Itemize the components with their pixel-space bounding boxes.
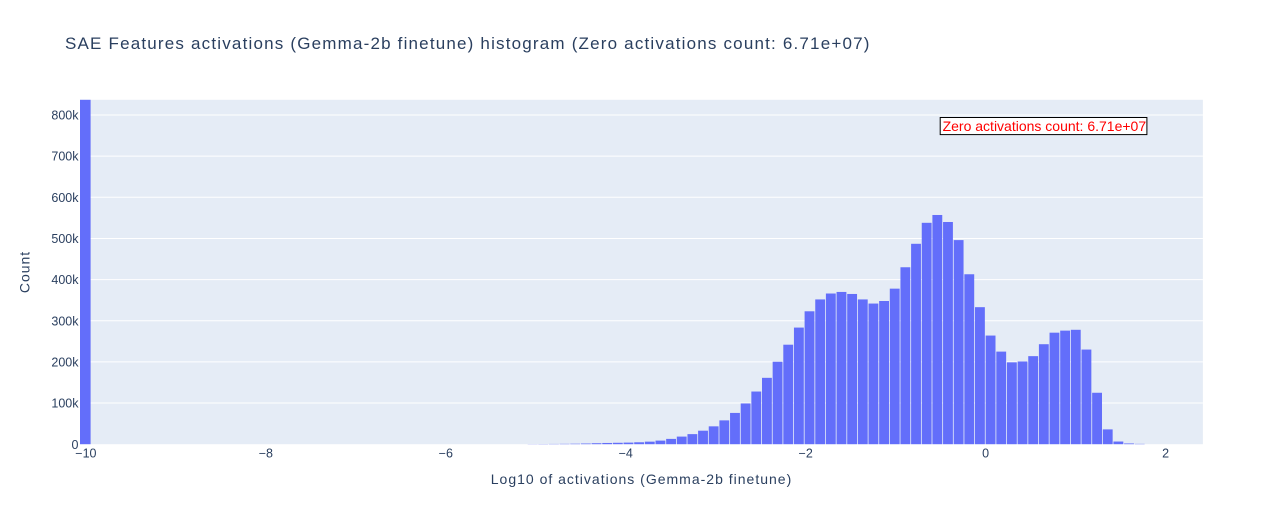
svg-text:Log10 of activations (Gemma-2b: Log10 of activations (Gemma-2b finetune) [491, 471, 792, 487]
svg-text:Zero activations count: 6.71e+: Zero activations count: 6.71e+07 [943, 118, 1147, 134]
svg-text:SAE Features activations (Gemm: SAE Features activations (Gemma-2b finet… [65, 34, 871, 53]
svg-text:−6: −6 [439, 446, 453, 460]
svg-text:Count: Count [17, 251, 33, 293]
svg-text:2: 2 [1162, 446, 1169, 460]
svg-text:200k: 200k [51, 355, 79, 369]
svg-text:400k: 400k [51, 273, 79, 287]
svg-text:−10: −10 [75, 446, 96, 460]
svg-text:0: 0 [982, 446, 989, 460]
svg-text:700k: 700k [51, 150, 79, 164]
svg-text:−4: −4 [619, 446, 633, 460]
svg-text:100k: 100k [51, 397, 79, 411]
svg-text:600k: 600k [51, 191, 79, 205]
svg-text:500k: 500k [51, 232, 79, 246]
svg-text:−8: −8 [259, 446, 273, 460]
svg-text:−2: −2 [799, 446, 813, 460]
svg-text:300k: 300k [51, 314, 79, 328]
svg-text:800k: 800k [51, 109, 79, 123]
